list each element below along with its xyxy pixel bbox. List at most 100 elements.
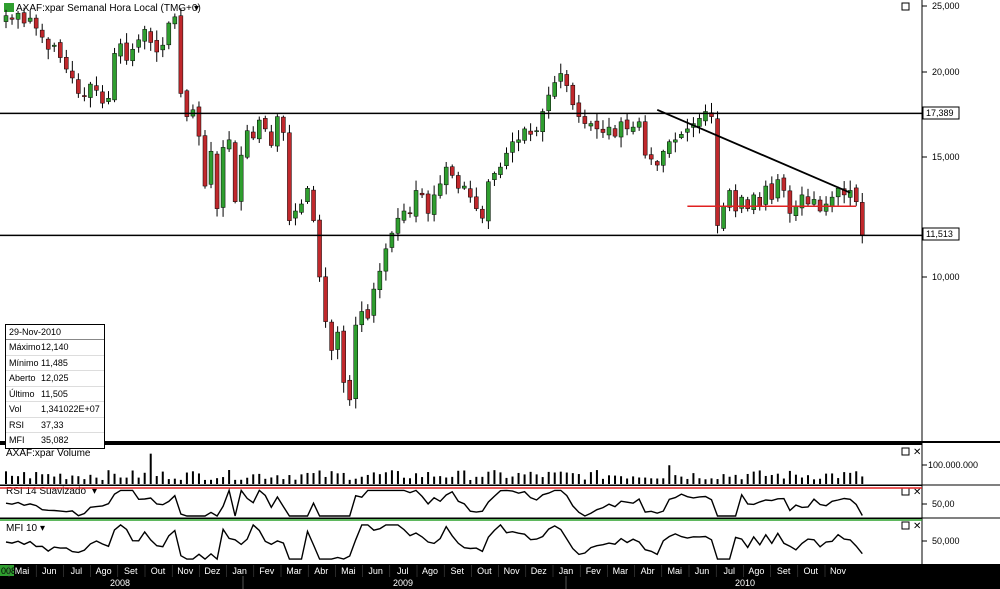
volume-bar [722,474,725,484]
chevron-down-icon[interactable]: ▾ [194,3,199,14]
candle [9,17,15,20]
volume-bar [282,479,285,484]
candle [226,139,232,150]
mfi-title: MFI 10 [6,523,38,534]
trendline [656,108,851,194]
volume-bar [487,471,490,484]
candle [673,139,678,143]
volume-bar [758,470,761,484]
volume-bar [806,475,809,484]
candle [492,173,497,180]
volume-bar [788,470,791,484]
volume-bar [415,473,418,484]
info-row: Máximo 12,140 [6,340,104,356]
volume-bar [354,478,357,484]
candle [148,31,153,43]
candle [835,187,841,198]
candle [534,130,539,132]
volume-bar [222,477,225,484]
maximize-icon[interactable] [901,2,910,11]
volume-bar [119,477,122,484]
volume-bar [143,472,146,484]
volume-bar [276,475,279,484]
candle [600,128,606,133]
volume-bar [825,473,828,484]
volume-bar [680,476,683,484]
candle [407,212,413,215]
maximize-icon[interactable] [901,447,910,456]
price-title-group: AXAF:xpar Semanal Hora Local (TMG+0) ▾ [4,3,201,14]
volume-bar [650,478,653,484]
candle [365,309,371,319]
volume-bar [559,471,562,484]
volume-bar [595,470,598,484]
volume-bar [167,479,170,484]
info-row: Vol 1,341022E+07 [6,402,104,418]
volume-bar [794,474,797,484]
volume-bar [378,474,381,484]
candle [305,187,310,202]
y-axis-panel [922,0,1000,564]
volume-bar [258,473,261,484]
volume-bar [35,472,38,484]
candle [510,141,515,153]
volume-bar [59,473,62,484]
x-tick-month: Ago [422,566,438,576]
maximize-icon[interactable] [901,521,910,530]
price-panel-controls [901,2,910,11]
volume-bar [125,477,128,484]
candle [594,120,600,130]
chevron-down-icon[interactable]: ▾ [92,486,97,497]
volume-bar [764,475,767,484]
candle [293,210,298,219]
candle [642,121,648,156]
candle [437,183,443,196]
volume-bar [843,472,846,484]
candle [630,126,636,132]
close-icon[interactable]: ✕ [913,521,921,532]
mfi-panel [0,519,922,564]
close-icon[interactable]: ✕ [913,447,921,458]
volume-bar [644,477,647,484]
volume-bar [776,473,779,484]
close-icon[interactable]: ✕ [913,487,921,498]
price-panel [0,0,922,441]
volume-y-tick: 100.000.000 [928,460,978,470]
candle [480,208,485,219]
volume-bar [197,473,200,484]
volume-bar [469,479,472,484]
info-row: Aberto 12,025 [6,371,104,387]
candle [624,119,630,130]
x-tick-month: Out [151,566,166,576]
volume-bar [384,472,387,484]
x-tick-month: Set [124,566,138,576]
candle [751,194,756,210]
candle [124,42,129,61]
mfi-line [5,523,863,561]
candle [576,102,582,117]
candle [299,203,304,213]
volume-bar [409,478,412,484]
volume-bar [861,476,864,484]
candle [829,196,835,208]
volume-bar [348,479,351,484]
candle [184,90,190,117]
candle [208,150,214,185]
volume-bar [831,473,834,484]
candle [39,29,45,38]
volume-bar [813,479,816,484]
candle [136,39,141,48]
x-tick-month: Jun [42,566,57,576]
chevron-down-icon[interactable]: ▾ [40,523,45,534]
x-tick-month: Fev [259,566,275,576]
volume-panel [0,445,922,485]
candle [498,166,503,175]
candle [468,188,473,198]
volume-bar [234,479,237,484]
candle [793,206,799,216]
candle [329,321,334,351]
volume-bar [421,477,424,484]
candle [106,98,111,102]
volume-bar [734,474,737,484]
